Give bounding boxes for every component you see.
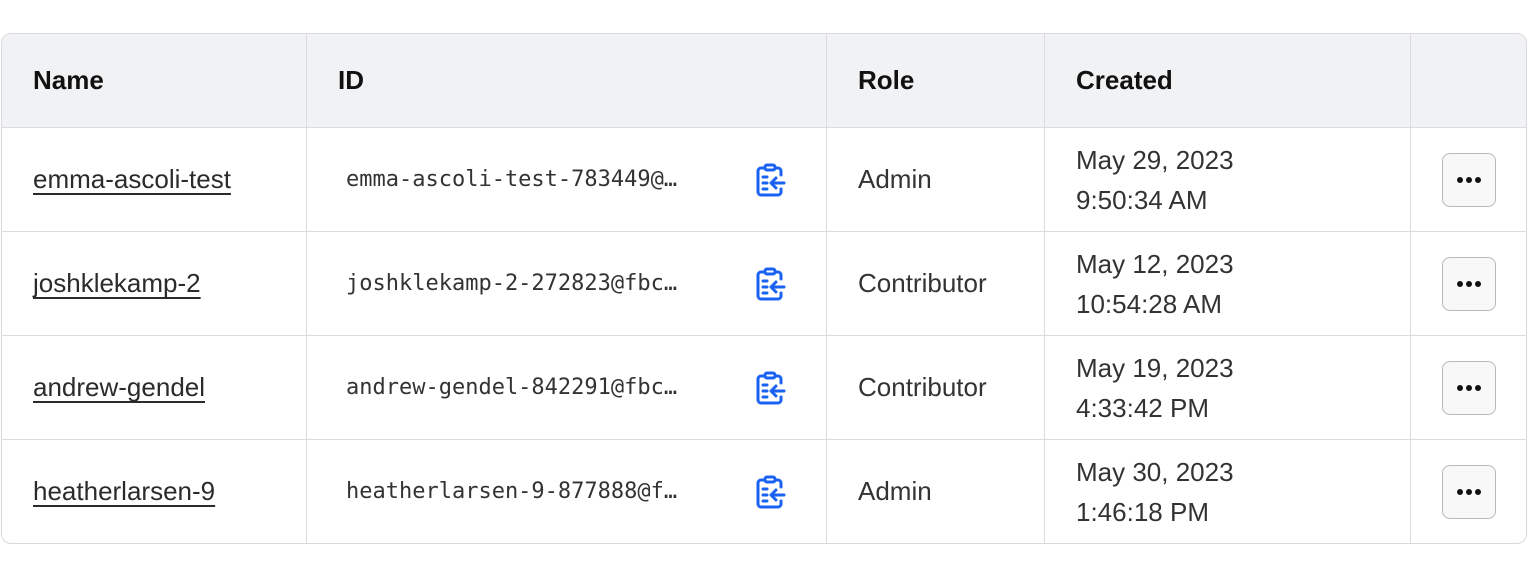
user-name-link[interactable]: emma-ascoli-test: [33, 164, 231, 194]
user-role: Contributor: [826, 336, 1044, 439]
user-id: emma-ascoli-test-783449@…: [346, 167, 678, 192]
table-header: Name ID Role Created: [2, 34, 1526, 127]
column-header-name: Name: [33, 65, 104, 95]
table-row: andrew-gendel andrew-gendel-842291@fbc… …: [2, 335, 1526, 439]
copy-clipboard-icon[interactable]: [754, 475, 786, 509]
ellipsis-icon-dot: [1474, 176, 1481, 183]
created-timestamp: May 19, 2023 4:33:42 PM: [1044, 336, 1410, 439]
created-timestamp: May 30, 2023 1:46:18 PM: [1044, 440, 1410, 543]
user-name-link[interactable]: heatherlarsen-9: [33, 476, 216, 506]
created-timestamp: May 29, 2023 9:50:34 AM: [1044, 128, 1410, 231]
copy-clipboard-icon[interactable]: [754, 163, 786, 197]
copy-clipboard-icon[interactable]: [754, 371, 786, 405]
ellipsis-icon-dot: [1465, 280, 1472, 287]
column-header-id: ID: [306, 34, 826, 127]
ellipsis-icon-dot: [1465, 488, 1472, 495]
user-id: joshklekamp-2-272823@fbc…: [346, 271, 678, 296]
ellipsis-icon: [1456, 176, 1463, 183]
created-time: 9:50:34 AM: [1076, 184, 1208, 215]
ellipsis-icon: [1456, 384, 1463, 391]
table-row: joshklekamp-2 joshklekamp-2-272823@fbc… …: [2, 231, 1526, 335]
user-name-link[interactable]: joshklekamp-2: [33, 268, 201, 298]
ellipsis-icon-dot: [1465, 384, 1472, 391]
table-row: heatherlarsen-9 heatherlarsen-9-877888@f…: [2, 439, 1526, 543]
ellipsis-icon-dot: [1465, 176, 1472, 183]
column-header-role: Role: [826, 34, 1044, 127]
user-role: Admin: [826, 128, 1044, 231]
more-actions-button[interactable]: [1441, 360, 1496, 415]
created-date: May 19, 2023: [1076, 352, 1234, 383]
more-actions-button[interactable]: [1441, 256, 1496, 311]
user-name-link[interactable]: andrew-gendel: [33, 372, 206, 402]
ellipsis-icon: [1456, 488, 1463, 495]
created-date: May 29, 2023: [1076, 144, 1234, 175]
user-id: heatherlarsen-9-877888@f…: [346, 479, 678, 504]
copy-clipboard-icon[interactable]: [754, 267, 786, 301]
user-role: Admin: [826, 440, 1044, 543]
created-date: May 30, 2023: [1076, 456, 1234, 487]
more-actions-button[interactable]: [1441, 464, 1496, 519]
created-time: 1:46:18 PM: [1076, 496, 1209, 527]
created-time: 4:33:42 PM: [1076, 392, 1209, 423]
users-table: Name ID Role Created emma-ascoli-test em…: [1, 33, 1527, 544]
column-header-created: Created: [1044, 34, 1410, 127]
user-role: Contributor: [826, 232, 1044, 335]
column-header-actions: [1410, 34, 1526, 127]
created-date: May 12, 2023: [1076, 248, 1234, 279]
user-id: andrew-gendel-842291@fbc…: [346, 375, 678, 400]
ellipsis-icon: [1456, 280, 1463, 287]
ellipsis-icon-dot: [1474, 488, 1481, 495]
ellipsis-icon-dot: [1474, 384, 1481, 391]
created-timestamp: May 12, 2023 10:54:28 AM: [1044, 232, 1410, 335]
more-actions-button[interactable]: [1441, 152, 1496, 207]
ellipsis-icon-dot: [1474, 280, 1481, 287]
created-time: 10:54:28 AM: [1076, 288, 1222, 319]
table-row: emma-ascoli-test emma-ascoli-test-783449…: [2, 127, 1526, 231]
